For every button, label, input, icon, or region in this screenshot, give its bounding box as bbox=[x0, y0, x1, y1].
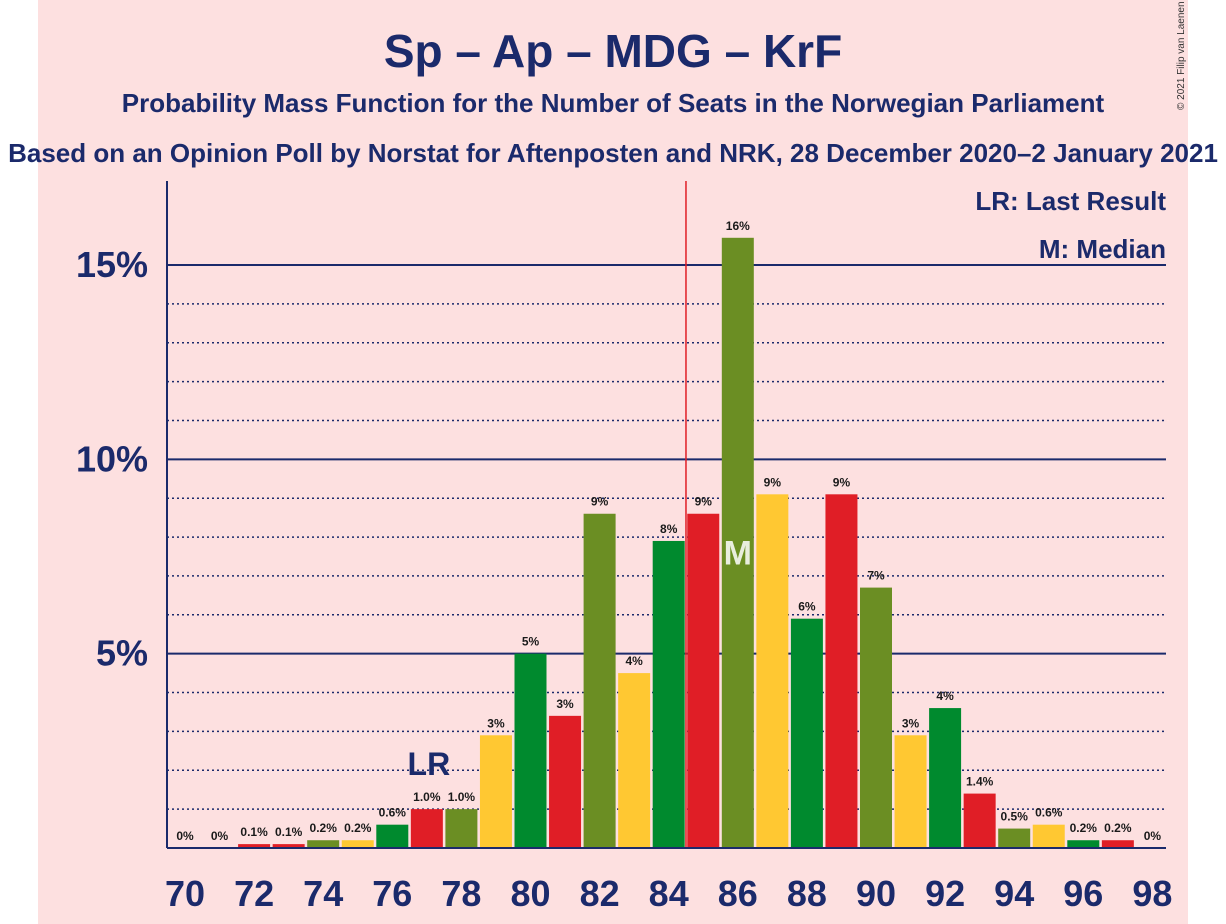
y-tick-label: 15% bbox=[76, 244, 148, 285]
data-label: 0% bbox=[176, 829, 194, 843]
data-label: 0.2% bbox=[1070, 821, 1098, 835]
bar-seat-82 bbox=[583, 513, 616, 848]
bar-seat-81 bbox=[549, 715, 582, 848]
data-label: 1.0% bbox=[448, 790, 476, 804]
bar-seat-88 bbox=[790, 618, 823, 848]
chart-title: Sp – Ap – MDG – KrF bbox=[383, 25, 843, 77]
x-tick-label: 76 bbox=[372, 873, 412, 914]
data-label: 9% bbox=[695, 495, 713, 509]
bar-seat-83 bbox=[618, 673, 651, 848]
bar-seat-80 bbox=[514, 653, 547, 848]
data-label: 0.1% bbox=[240, 825, 268, 839]
bar-seat-89 bbox=[825, 494, 858, 848]
data-label: 0.1% bbox=[275, 825, 303, 839]
median-marker: M bbox=[724, 535, 752, 573]
x-tick-label: 74 bbox=[303, 873, 343, 914]
data-label: 0.6% bbox=[1035, 806, 1063, 820]
x-tick-label: 84 bbox=[649, 873, 689, 914]
data-label: 5% bbox=[522, 635, 540, 649]
chart-source: Based on an Opinion Poll by Norstat for … bbox=[8, 138, 1218, 168]
data-label: 1.0% bbox=[413, 790, 441, 804]
bar-seat-79 bbox=[479, 735, 512, 848]
bar-seat-87 bbox=[756, 494, 789, 848]
x-tick-label: 86 bbox=[718, 873, 758, 914]
data-label: 0.2% bbox=[310, 821, 338, 835]
data-label: 9% bbox=[591, 495, 609, 509]
bar-seat-74 bbox=[307, 840, 340, 848]
data-label: 0.2% bbox=[1104, 821, 1132, 835]
data-label: 3% bbox=[902, 716, 920, 730]
data-label: 9% bbox=[833, 475, 851, 489]
bar-seat-93 bbox=[963, 793, 996, 848]
data-label: 4% bbox=[625, 654, 643, 668]
data-label: 9% bbox=[764, 475, 782, 489]
bar-seat-78 bbox=[445, 809, 478, 848]
data-label: 3% bbox=[556, 697, 574, 711]
data-label: 0% bbox=[211, 829, 229, 843]
x-tick-label: 92 bbox=[925, 873, 965, 914]
bar-seat-77 bbox=[410, 809, 443, 848]
x-tick-label: 78 bbox=[441, 873, 481, 914]
bar-seat-97 bbox=[1101, 840, 1134, 848]
data-label: 6% bbox=[798, 600, 816, 614]
x-tick-label: 80 bbox=[510, 873, 550, 914]
bar-seat-95 bbox=[1032, 824, 1065, 848]
data-label: 7% bbox=[867, 569, 885, 583]
data-label: 4% bbox=[936, 689, 954, 703]
bar-seat-92 bbox=[929, 708, 962, 848]
data-label: 8% bbox=[660, 522, 678, 536]
legend-last-result: LR: Last Result bbox=[975, 186, 1166, 216]
data-label: 1.4% bbox=[966, 775, 994, 789]
data-label: 0.2% bbox=[344, 821, 372, 835]
x-tick-label: 70 bbox=[165, 873, 205, 914]
y-tick-label: 10% bbox=[76, 438, 148, 479]
y-tick-label: 5% bbox=[96, 633, 148, 674]
bar-seat-76 bbox=[376, 824, 409, 848]
bar-seat-86 bbox=[721, 237, 754, 848]
x-tick-label: 82 bbox=[580, 873, 620, 914]
legend-median: M: Median bbox=[1039, 234, 1166, 264]
bar-seat-96 bbox=[1067, 840, 1100, 848]
bar-seat-75 bbox=[341, 840, 374, 848]
bar-seat-73 bbox=[272, 844, 305, 848]
bar-seat-90 bbox=[860, 587, 892, 848]
x-tick-label: 72 bbox=[234, 873, 274, 914]
bar-seat-84 bbox=[652, 540, 685, 848]
data-label: 0.6% bbox=[379, 806, 407, 820]
data-label: 3% bbox=[487, 716, 505, 730]
x-tick-label: 90 bbox=[856, 873, 896, 914]
x-tick-label: 88 bbox=[787, 873, 827, 914]
x-tick-label: 98 bbox=[1132, 873, 1172, 914]
x-tick-label: 96 bbox=[1063, 873, 1103, 914]
last-result-marker: LR bbox=[408, 746, 451, 782]
chart-subtitle: Probability Mass Function for the Number… bbox=[121, 88, 1105, 118]
bar-seat-85 bbox=[687, 513, 720, 848]
bar-seat-72 bbox=[238, 844, 271, 848]
x-tick-label: 94 bbox=[994, 873, 1034, 914]
data-label: 16% bbox=[726, 219, 750, 233]
data-label: 0% bbox=[1144, 829, 1162, 843]
data-label: 0.5% bbox=[1001, 810, 1029, 824]
bar-seat-91 bbox=[894, 735, 927, 848]
bar-seat-94 bbox=[998, 828, 1031, 848]
